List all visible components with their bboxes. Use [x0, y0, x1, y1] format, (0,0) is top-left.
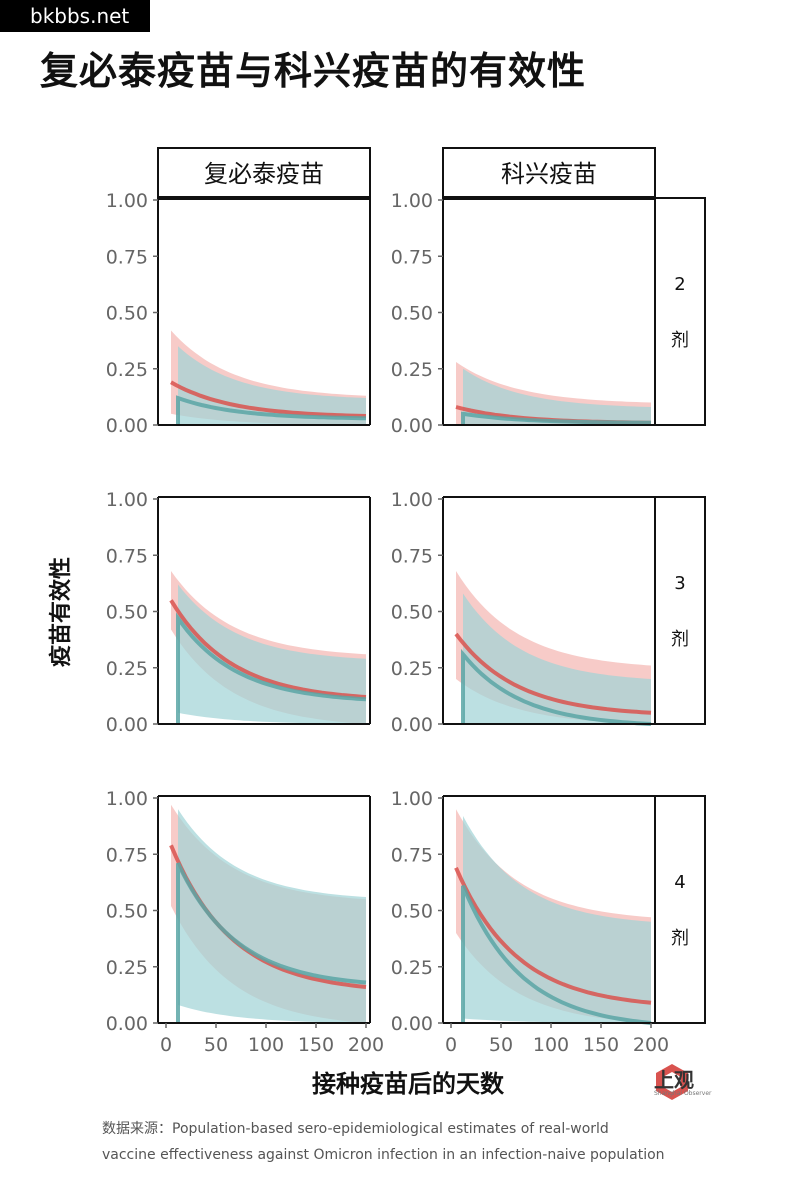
y-tick-label: 0.00	[106, 1013, 148, 1035]
row-strip-dose: 3	[674, 573, 685, 594]
teal-series-line	[176, 612, 367, 724]
y-tick-label: 0.50	[106, 303, 148, 325]
teal-confidence-band	[463, 368, 651, 425]
y-tick-label: 0.00	[391, 415, 433, 437]
y-tick-label: 1.00	[106, 788, 148, 810]
y-tick-label: 0.75	[106, 545, 148, 567]
red-series-line	[454, 866, 652, 1005]
x-tick-label: 150	[298, 1034, 334, 1056]
y-tick-label: 0.50	[391, 303, 433, 325]
red-series-line	[170, 380, 367, 418]
y-tick-label: 1.00	[391, 190, 433, 212]
y-tick-label: 0.75	[106, 844, 148, 866]
teal-series-line	[176, 395, 367, 425]
watermark: bkbbs.net	[0, 0, 150, 32]
row-strip	[654, 795, 706, 1024]
x-tick-label: 200	[348, 1034, 384, 1056]
x-tick-label: 100	[248, 1034, 284, 1056]
y-tick-label: 0.50	[391, 602, 433, 624]
y-tick-label: 0.00	[391, 1013, 433, 1035]
y-tick-label: 0.75	[106, 246, 148, 268]
source-line-1: Population-based sero-epidemiological es…	[172, 1121, 609, 1137]
y-tick-label: 0.25	[106, 658, 148, 680]
row-strip	[654, 197, 706, 426]
y-tick-label: 1.00	[106, 489, 148, 511]
y-tick-label: 1.00	[391, 489, 433, 511]
column-strip	[157, 147, 371, 199]
y-tick-label: 0.75	[391, 844, 433, 866]
x-tick-label: 150	[583, 1034, 619, 1056]
x-tick-label: 200	[633, 1034, 669, 1056]
x-tick-label: 0	[160, 1034, 172, 1056]
teal-series-line	[461, 411, 652, 425]
teal-confidence-band	[178, 584, 366, 724]
row-strip	[654, 496, 706, 725]
logo-name: 上观	[654, 1068, 694, 1092]
teal-series-line	[176, 862, 367, 1023]
x-tick-label: 50	[489, 1034, 513, 1056]
row-strip-dose: 2	[674, 274, 685, 295]
page-title: 复必泰疫苗与科兴疫苗的有效性	[40, 49, 587, 93]
row-strip-unit: 剂	[671, 928, 689, 949]
y-tick-label: 0.25	[106, 957, 148, 979]
source-prefix: 数据来源：	[102, 1121, 172, 1137]
x-tick-label: 50	[204, 1034, 228, 1056]
y-tick-label: 1.00	[106, 190, 148, 212]
y-tick-label: 0.50	[391, 901, 433, 923]
y-axis-title: 疫苗有效性	[48, 557, 74, 667]
x-tick-label: 0	[445, 1034, 457, 1056]
y-tick-label: 0.25	[391, 957, 433, 979]
red-series-line	[454, 632, 652, 715]
source-note: 数据来源：Population-based sero-epidemiologic…	[102, 1116, 742, 1168]
y-tick-label: 0.25	[106, 359, 148, 381]
x-tick-label: 100	[533, 1034, 569, 1056]
teal-confidence-band	[463, 593, 651, 724]
y-tick-label: 0.50	[106, 602, 148, 624]
shanghai-observer-logo-icon	[656, 1064, 688, 1100]
teal-confidence-band	[463, 816, 651, 1023]
teal-series-line	[461, 648, 652, 726]
row-strip-unit: 剂	[671, 629, 689, 650]
column-strip-label: 科兴疫苗	[501, 160, 597, 188]
column-strip-label: 复必泰疫苗	[204, 160, 324, 188]
y-tick-label: 0.00	[106, 415, 148, 437]
row-strip-unit: 剂	[671, 330, 689, 351]
row-strip-dose: 4	[674, 872, 685, 893]
y-tick-label: 0.25	[391, 359, 433, 381]
x-axis-title: 接种疫苗后的天数	[312, 1070, 505, 1098]
teal-series-line	[461, 885, 652, 1025]
y-tick-label: 1.00	[391, 788, 433, 810]
source-line-2: vaccine effectiveness against Omicron in…	[102, 1147, 665, 1163]
y-tick-label: 0.25	[391, 658, 433, 680]
y-tick-label: 0.75	[391, 545, 433, 567]
y-tick-label: 0.75	[391, 246, 433, 268]
teal-confidence-band	[178, 809, 366, 1023]
red-series-line	[169, 599, 367, 699]
y-tick-label: 0.00	[391, 714, 433, 736]
logo-subtitle: Shanghai Observer	[654, 1090, 712, 1097]
y-tick-label: 0.00	[106, 714, 148, 736]
y-tick-label: 0.50	[106, 901, 148, 923]
teal-confidence-band	[178, 346, 366, 425]
